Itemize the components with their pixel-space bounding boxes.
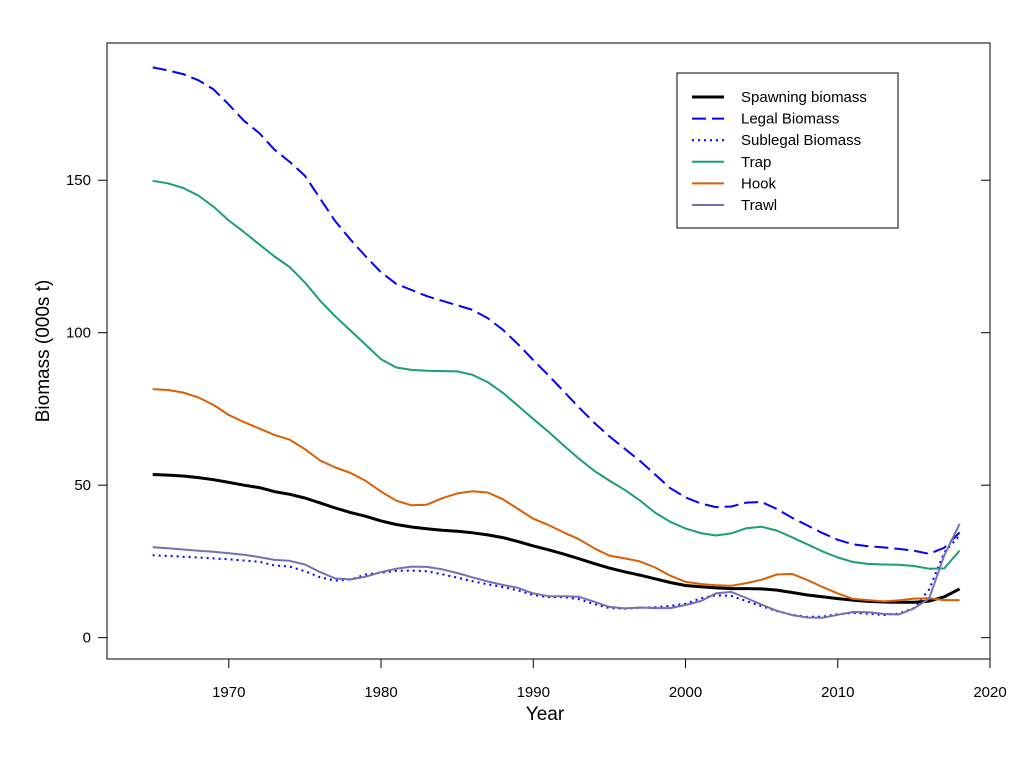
legend-label: Trawl bbox=[741, 197, 777, 214]
x-axis-title: Year bbox=[526, 704, 565, 725]
x-tick-label: 1990 bbox=[517, 684, 550, 701]
y-tick-label: 100 bbox=[66, 325, 91, 342]
right-axis-ticks bbox=[981, 179, 990, 639]
legend-label: Sublegal Biomass bbox=[741, 132, 861, 149]
series-line-legal-biomass bbox=[152, 66, 961, 555]
x-tick-label: 2020 bbox=[973, 684, 1006, 701]
x-tick-label: 2010 bbox=[821, 684, 854, 701]
legend-label: Hook bbox=[741, 175, 777, 192]
y-tick-label: 0 bbox=[83, 630, 91, 647]
series-line-trawl bbox=[152, 523, 961, 619]
series-line-sublegal-biomass bbox=[152, 534, 961, 618]
x-tick-label: 1980 bbox=[364, 684, 397, 701]
y-tick-label: 50 bbox=[74, 477, 91, 494]
x-tick-label: 1970 bbox=[212, 684, 245, 701]
series-line-trap bbox=[152, 179, 961, 570]
series-line-hook bbox=[152, 388, 960, 603]
series-line-spawning-biomass bbox=[152, 473, 961, 604]
x-tick-label: 2000 bbox=[669, 684, 702, 701]
x-axis: 1970 1980 1990 2000 2010 2020 bbox=[212, 659, 1007, 701]
plot-frame bbox=[106, 42, 991, 660]
legend: Spawning biomass Legal Biomass Sublegal Bi… bbox=[676, 72, 899, 229]
legend-box bbox=[676, 72, 899, 229]
y-axis-title: Biomass (000s t) bbox=[33, 280, 54, 423]
y-axis: 0 50 100 150 bbox=[66, 172, 107, 647]
legend-label: Trap bbox=[741, 154, 771, 171]
y-tick-label: 150 bbox=[66, 172, 91, 189]
legend-label: Legal Biomass bbox=[741, 111, 839, 128]
legend-label: Spawning biomass bbox=[741, 89, 867, 106]
legend-items: Spawning biomass Legal Biomass Sublegal Bi… bbox=[692, 89, 867, 214]
series-layer bbox=[152, 66, 961, 619]
